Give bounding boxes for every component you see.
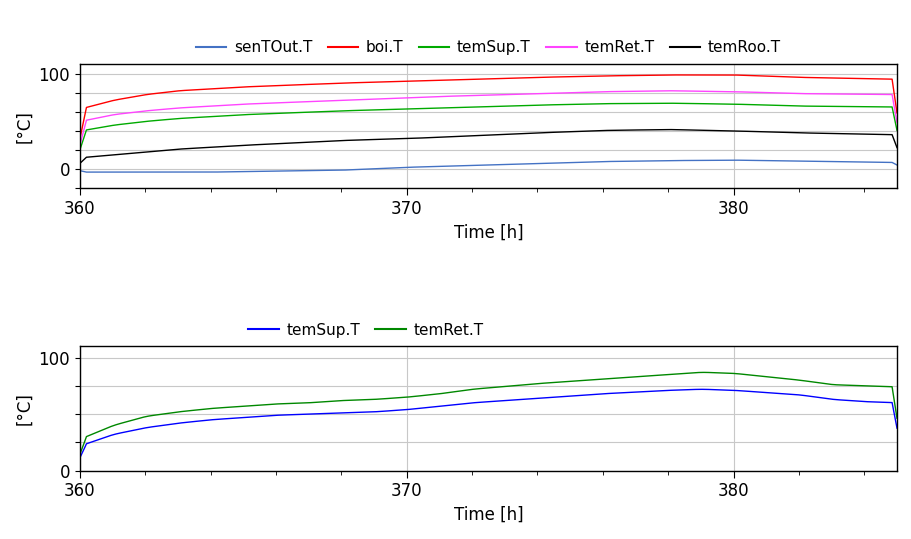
temRet.T — [560, 378, 571, 385]
Line: temRoo.T: temRoo.T — [80, 129, 896, 163]
temSup.T — [467, 399, 478, 406]
temRet.T — [873, 91, 884, 98]
temSup.T — [462, 400, 473, 406]
temRet.T — [745, 372, 756, 378]
temRet.T — [516, 382, 527, 388]
senTOut.T — [468, 162, 479, 169]
temRoo.T — [75, 160, 86, 167]
temRet.T — [75, 451, 86, 458]
temRet.T — [467, 386, 478, 392]
Line: temSup.T: temSup.T — [80, 389, 896, 458]
senTOut.T — [891, 162, 902, 168]
temSup.T — [891, 425, 902, 431]
temSup.T — [516, 102, 527, 109]
senTOut.T — [562, 160, 573, 166]
Y-axis label: [°C]: [°C] — [15, 110, 33, 143]
senTOut.T — [875, 159, 885, 165]
temRoo.T — [462, 133, 473, 139]
temSup.T — [696, 386, 707, 392]
temSup.T — [462, 104, 473, 110]
senTOut.T — [517, 161, 528, 167]
temRet.T — [462, 93, 473, 99]
Line: temRet.T: temRet.T — [80, 372, 896, 454]
Line: temSup.T: temSup.T — [80, 103, 896, 150]
boi.T — [670, 72, 681, 78]
temSup.T — [75, 454, 86, 461]
X-axis label: Time [h]: Time [h] — [453, 506, 523, 524]
temSup.T — [560, 393, 571, 399]
temSup.T — [873, 103, 884, 110]
senTOut.T — [464, 162, 475, 169]
senTOut.T — [747, 157, 758, 164]
temSup.T — [516, 396, 527, 403]
temRoo.T — [873, 131, 884, 137]
temRet.T — [467, 92, 478, 99]
temSup.T — [745, 388, 756, 395]
temSup.T — [660, 100, 670, 107]
boi.T — [891, 110, 902, 116]
boi.T — [467, 76, 478, 82]
temSup.T — [560, 101, 571, 108]
temSup.T — [75, 147, 86, 153]
senTOut.T — [725, 157, 736, 163]
boi.T — [516, 74, 527, 81]
boi.T — [462, 76, 473, 82]
temRet.T — [891, 415, 902, 421]
Y-axis label: [°C]: [°C] — [15, 392, 33, 425]
boi.T — [745, 72, 756, 79]
temRoo.T — [745, 128, 756, 135]
temSup.T — [745, 101, 756, 108]
senTOut.T — [75, 168, 86, 174]
temSup.T — [873, 399, 884, 405]
X-axis label: Time [h]: Time [h] — [453, 224, 523, 241]
senTOut.T — [81, 169, 92, 175]
boi.T — [873, 75, 884, 82]
temRoo.T — [560, 129, 571, 135]
Legend: senTOut.T, boi.T, temSup.T, temRet.T, temRoo.T: senTOut.T, boi.T, temSup.T, temRet.T, te… — [189, 34, 786, 61]
temRet.T — [663, 87, 674, 94]
temRet.T — [873, 383, 884, 390]
temRoo.T — [661, 126, 672, 133]
temRet.T — [745, 89, 756, 95]
temRet.T — [462, 386, 473, 393]
temRoo.T — [516, 130, 527, 137]
temRet.T — [516, 91, 527, 98]
Legend: temSup.T, temRet.T: temSup.T, temRet.T — [241, 316, 489, 344]
boi.T — [75, 135, 86, 142]
temRoo.T — [891, 144, 902, 151]
temRoo.T — [467, 133, 478, 139]
temSup.T — [467, 104, 478, 110]
Line: senTOut.T: senTOut.T — [80, 160, 896, 172]
temRet.T — [891, 119, 902, 126]
Line: temRet.T: temRet.T — [80, 91, 896, 145]
temRet.T — [560, 89, 571, 96]
temRet.T — [698, 369, 709, 376]
Line: boi.T: boi.T — [80, 75, 896, 139]
temRet.T — [75, 142, 86, 148]
boi.T — [560, 73, 571, 80]
temSup.T — [891, 127, 902, 134]
